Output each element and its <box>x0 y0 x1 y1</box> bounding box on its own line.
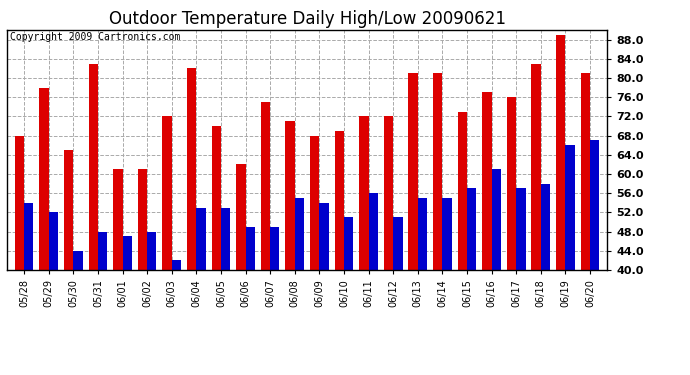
Bar <box>442 198 452 375</box>
Title: Outdoor Temperature Daily High/Low 20090621: Outdoor Temperature Daily High/Low 20090… <box>108 10 506 28</box>
Bar <box>335 131 344 375</box>
Bar <box>212 126 221 375</box>
Bar <box>295 198 304 375</box>
Bar <box>197 208 206 375</box>
Bar <box>541 184 550 375</box>
Bar <box>123 236 132 375</box>
Bar <box>393 217 402 375</box>
Bar <box>491 169 501 375</box>
Bar <box>368 193 378 375</box>
Bar <box>14 136 24 375</box>
Text: Copyright 2009 Cartronics.com: Copyright 2009 Cartronics.com <box>10 32 180 42</box>
Bar <box>73 251 83 375</box>
Bar <box>172 260 181 375</box>
Bar <box>98 232 107 375</box>
Bar <box>531 64 541 375</box>
Bar <box>482 92 491 375</box>
Bar <box>467 188 476 375</box>
Bar <box>580 73 590 375</box>
Bar <box>236 164 246 375</box>
Bar <box>138 169 147 375</box>
Bar <box>359 116 368 375</box>
Bar <box>88 64 98 375</box>
Bar <box>310 136 319 375</box>
Bar <box>147 232 157 375</box>
Bar <box>565 145 575 375</box>
Bar <box>286 121 295 375</box>
Bar <box>49 212 58 375</box>
Bar <box>113 169 123 375</box>
Bar <box>187 68 197 375</box>
Bar <box>162 116 172 375</box>
Bar <box>457 112 467 375</box>
Bar <box>590 140 600 375</box>
Bar <box>433 73 442 375</box>
Bar <box>344 217 353 375</box>
Bar <box>270 227 279 375</box>
Bar <box>417 198 427 375</box>
Bar <box>507 97 516 375</box>
Bar <box>408 73 417 375</box>
Bar <box>556 35 565 375</box>
Bar <box>384 116 393 375</box>
Bar <box>39 88 49 375</box>
Bar <box>261 102 270 375</box>
Bar <box>319 203 328 375</box>
Bar <box>64 150 73 375</box>
Bar <box>246 227 255 375</box>
Bar <box>221 208 230 375</box>
Bar <box>24 203 34 375</box>
Bar <box>516 188 526 375</box>
